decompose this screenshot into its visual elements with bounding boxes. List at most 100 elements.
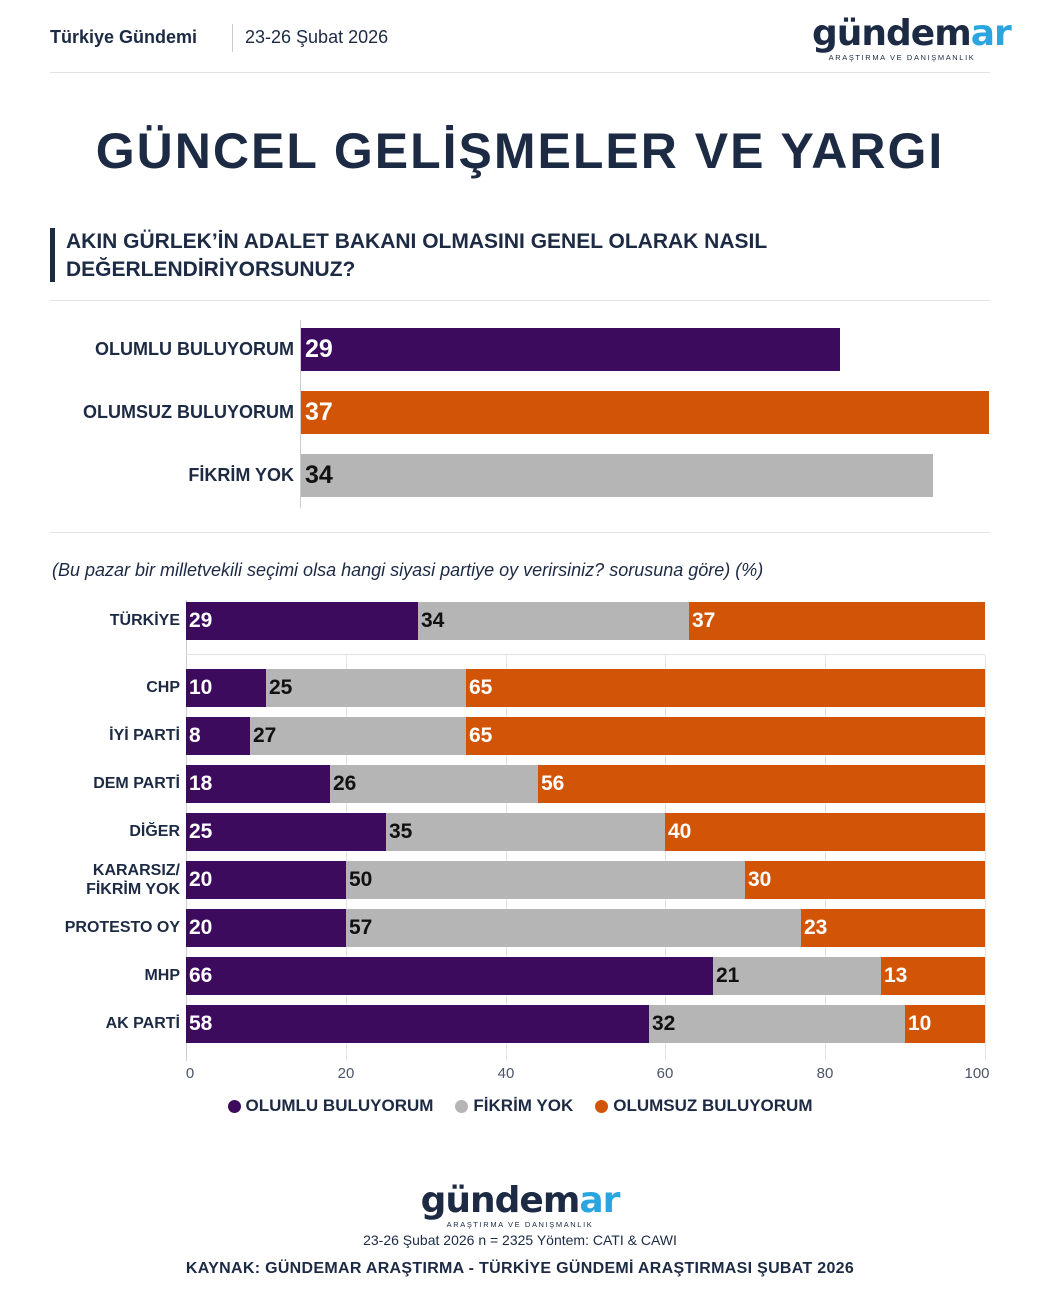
chart1-value-3: 34 xyxy=(305,461,333,489)
chart2-bar-8-3 xyxy=(881,957,985,995)
chart2-tick-20: 20 xyxy=(337,1065,355,1082)
overall-opinion-chart: OLUMLU BULUYORUM 29 OLUMSUZ BULUYORUM 37 FİK… xyxy=(0,0,1040,497)
chart2-bar-7-1 xyxy=(186,909,346,947)
chart1-value-1: 29 xyxy=(305,335,333,363)
chart2-bar-9-3 xyxy=(905,1005,985,1043)
chart2-bar-2-1 xyxy=(186,669,266,707)
chart2-value-1-3: 37 xyxy=(692,609,716,632)
question-accent-bar xyxy=(50,228,55,282)
legend-dot xyxy=(595,1099,609,1113)
chart1-label-1: OLUMLU BULUYORUM xyxy=(95,339,294,359)
chart1-label-3: FİKRİM YOK xyxy=(188,465,294,485)
chart2-value-7-2: 57 xyxy=(349,916,373,939)
chart2-value-1-1: 29 xyxy=(189,609,213,632)
chart2-bar-8-1 xyxy=(186,957,713,995)
chart2-bar-4-3 xyxy=(538,765,985,803)
chart2-gridline-60 xyxy=(665,655,666,1061)
chart-legend: OLUMLU BULUYORUM FİKRİM YOK OLUMSUZ BULUYO… xyxy=(0,1096,1040,1116)
chart2-value-6-2: 50 xyxy=(349,868,373,891)
chart2-bar-3-1 xyxy=(186,717,250,755)
legend-dot xyxy=(455,1099,469,1113)
chart2-value-6-1: 20 xyxy=(189,868,213,891)
chart2-value-3-2: 27 xyxy=(253,724,277,747)
chart2-bar-7-3 xyxy=(801,909,985,947)
chart2-value-3-3: 65 xyxy=(469,724,493,747)
footer-logo-word-accent: ar xyxy=(579,1180,620,1221)
chart2-bar-5-3 xyxy=(665,813,985,851)
logo-word-main: gündem xyxy=(812,13,972,54)
chart2-gridline-100 xyxy=(985,655,986,1061)
footer-logo: gündemar ARAŞTIRMA VE DANIŞMANLIK xyxy=(420,1180,621,1230)
header-rule xyxy=(50,72,990,73)
logo-wordmark: gündemar xyxy=(812,13,1012,54)
chart2-bar-6-1 xyxy=(186,861,346,899)
chart1-axis xyxy=(300,320,301,508)
chart1-bar-2 xyxy=(300,391,989,434)
chart2-tick-40: 40 xyxy=(497,1065,515,1082)
chart2-bar-5-2 xyxy=(386,813,665,851)
chart2-value-9-2: 32 xyxy=(652,1012,676,1035)
chart2-value-3-1: 8 xyxy=(189,724,201,747)
chart2-bar-9-1 xyxy=(186,1005,649,1043)
chart2-bar-3-2 xyxy=(250,717,466,755)
header-date: 23-26 Şubat 2026 xyxy=(245,27,389,47)
chart2-value-4-1: 18 xyxy=(189,772,213,795)
legend-label: OLUMSUZ BULUYORUM xyxy=(613,1096,813,1115)
chart2-tick-0: 0 xyxy=(185,1065,195,1082)
header-divider xyxy=(232,24,233,52)
chart2-bar-1-1 xyxy=(186,602,418,640)
party-breakdown-chart: TÜRKİYE 29 34 37 CHP 10 25 65 İYİ PARTİ 8 27 65 DEM … xyxy=(0,0,1040,1082)
chart2-bar-4-2 xyxy=(330,765,538,803)
chart2-value-5-2: 35 xyxy=(389,820,413,843)
chart2-label-6: KARARSIZ/FİKRİM YOK xyxy=(20,861,180,899)
logo-tagline: ARAŞTIRMA VE DANIŞMANLIK xyxy=(828,53,976,62)
chart2-value-8-1: 66 xyxy=(189,964,213,987)
chart2-label-3: İYİ PARTİ xyxy=(109,727,180,744)
chart2-bar-6-2 xyxy=(346,861,745,899)
chart2-label-line: KARARSIZ/ xyxy=(92,862,180,879)
header-logo: gündemar ARAŞTIRMA VE DANIŞMANLIK xyxy=(812,13,1012,63)
divider-top xyxy=(50,300,990,301)
legend-label: FİKRİM YOK xyxy=(473,1096,574,1115)
divider-middle xyxy=(50,532,990,533)
footer-logo-word-main: gündem xyxy=(420,1180,581,1221)
chart2-gridline-20 xyxy=(346,655,347,1061)
chart2-value-7-1: 20 xyxy=(189,916,213,939)
chart2-value-8-2: 21 xyxy=(716,964,740,987)
chart2-value-2-2: 25 xyxy=(269,676,293,699)
chart2-bar-1-3 xyxy=(689,602,985,640)
chart2-bar-4-1 xyxy=(186,765,330,803)
legend-item-1: OLUMLU BULUYORUM xyxy=(227,1096,434,1116)
chart2-bar-1-2 xyxy=(418,602,689,640)
footer-meta: 23-26 Şubat 2026 n = 2325 Yöntem: CATI &… xyxy=(363,1232,677,1248)
header-section: Türkiye Gündemi xyxy=(50,27,198,47)
chart2-bar-2-3 xyxy=(466,669,985,707)
chart1-bar-1 xyxy=(300,328,840,371)
chart2-label-9: AK PARTİ xyxy=(105,1015,180,1032)
chart2-value-7-3: 23 xyxy=(804,916,828,939)
chart1-label-2: OLUMSUZ BULUYORUM xyxy=(83,402,294,422)
legend-dot xyxy=(227,1099,241,1113)
chart2-value-5-1: 25 xyxy=(189,820,213,843)
chart2-label-line: FİKRİM YOK xyxy=(86,881,180,898)
logo-word-accent: ar xyxy=(970,13,1012,54)
chart2-label-2: CHP xyxy=(146,679,180,696)
chart2-value-9-1: 58 xyxy=(189,1012,213,1035)
chart2-bar-6-3 xyxy=(745,861,985,899)
chart2-value-4-3: 56 xyxy=(541,772,565,795)
chart1-value-2: 37 xyxy=(305,398,333,426)
page-title: GÜNCEL GELİŞMELER VE YARGI xyxy=(95,123,945,179)
chart2-value-6-3: 30 xyxy=(748,868,772,891)
chart2-tick-60: 60 xyxy=(656,1065,674,1082)
sub-question: (Bu pazar bir milletvekili seçimi olsa h… xyxy=(52,560,764,580)
legend-label: OLUMLU BULUYORUM xyxy=(245,1096,434,1115)
chart2-value-2-1: 10 xyxy=(189,676,213,699)
chart2-tick-80: 80 xyxy=(816,1065,834,1082)
question-text: AKIN GÜRLEK’İN ADALET BAKANI OLMASINI GE… xyxy=(66,230,767,281)
chart2-bar-9-2 xyxy=(649,1005,905,1043)
legend-item-2: FİKRİM YOK xyxy=(455,1096,573,1116)
chart2-label-5: DİĞER xyxy=(129,823,180,840)
legend-item-3: OLUMSUZ BULUYORUM xyxy=(595,1096,813,1116)
chart2-bar-5-1 xyxy=(186,813,386,851)
chart2-value-9-3: 10 xyxy=(908,1012,932,1035)
